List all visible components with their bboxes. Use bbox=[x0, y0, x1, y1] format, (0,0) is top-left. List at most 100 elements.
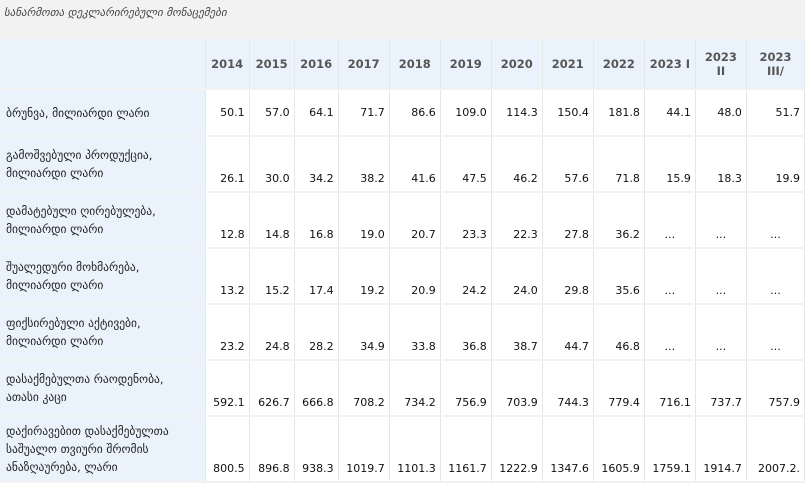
table-row: გამოშვებული პროდუქცია, მილიარდი ლარი 26.1… bbox=[0, 136, 805, 193]
column-header: 2020 bbox=[491, 39, 543, 90]
table-cell: 716.1 bbox=[644, 360, 696, 417]
table-cell: ... bbox=[746, 248, 805, 305]
table-cell: 18.3 bbox=[695, 136, 747, 193]
table-row: დასაქმებულთა რაოდენობა, ათასი კაცი 592.1 6… bbox=[0, 360, 805, 417]
table-row: ბრუნვა, მილიარდი ლარი 50.1 57.0 64.1 71.7 86.… bbox=[0, 89, 805, 137]
table-cell: 23.2 bbox=[205, 304, 250, 361]
table-cell: 28.2 bbox=[294, 304, 339, 361]
table-cell: 150.4 bbox=[542, 89, 594, 137]
table-cell: 14.8 bbox=[249, 192, 295, 249]
table-cell: 50.1 bbox=[205, 89, 250, 137]
column-header: 2023 II bbox=[695, 39, 747, 90]
table-row: ფიქსირებული აქტივები, მილიარდი ლარი 23.2 2… bbox=[0, 304, 805, 361]
table-cell: 938.3 bbox=[294, 416, 339, 483]
table-cell: 16.8 bbox=[294, 192, 339, 249]
table-cell: 57.6 bbox=[542, 136, 594, 193]
row-label: დამატებული ღირებულება, მილიარდი ლარი bbox=[0, 192, 206, 249]
table-body: ბრუნვა, მილიარდი ლარი 50.1 57.0 64.1 71.7 86.… bbox=[0, 89, 805, 483]
table-cell: 34.9 bbox=[338, 304, 390, 361]
column-header: 2023 III/ bbox=[746, 39, 805, 90]
table-cell: ... bbox=[695, 304, 747, 361]
table-cell: 1347.6 bbox=[542, 416, 594, 483]
table-cell: ... bbox=[695, 248, 747, 305]
table-caption: სანარმოთა დეკლარირებული მონაცემები bbox=[4, 6, 227, 19]
statistics-table: 2014 2015 2016 2017 2018 2019 2020 2021 2022 2023… bbox=[0, 39, 805, 483]
table-cell: 24.2 bbox=[440, 248, 492, 305]
table-cell: 1605.9 bbox=[593, 416, 645, 483]
table-cell: 30.0 bbox=[249, 136, 295, 193]
table-cell: 36.2 bbox=[593, 192, 645, 249]
table-cell: 19.2 bbox=[338, 248, 390, 305]
table-cell: 1759.1 bbox=[644, 416, 696, 483]
table-cell: 34.2 bbox=[294, 136, 339, 193]
table-cell: 38.7 bbox=[491, 304, 543, 361]
table-cell: 17.4 bbox=[294, 248, 339, 305]
header-corner-cell bbox=[0, 39, 206, 90]
table-cell: 703.9 bbox=[491, 360, 543, 417]
table-cell: 13.2 bbox=[205, 248, 250, 305]
row-label: ბრუნვა, მილიარდი ლარი bbox=[0, 89, 206, 137]
table-cell: 24.0 bbox=[491, 248, 543, 305]
table-cell: 86.6 bbox=[389, 89, 441, 137]
table-cell: 756.9 bbox=[440, 360, 492, 417]
column-header: 2016 bbox=[294, 39, 339, 90]
table-cell: 46.8 bbox=[593, 304, 645, 361]
table-cell: 737.7 bbox=[695, 360, 747, 417]
table-cell: 35.6 bbox=[593, 248, 645, 305]
table-cell: ... bbox=[746, 192, 805, 249]
table-cell: ... bbox=[644, 304, 696, 361]
table-cell: ... bbox=[746, 304, 805, 361]
column-header: 2015 bbox=[249, 39, 295, 90]
column-header: 2019 bbox=[440, 39, 492, 90]
table-cell: ... bbox=[644, 248, 696, 305]
table-cell: 24.8 bbox=[249, 304, 295, 361]
table-cell: 51.7 bbox=[746, 89, 805, 137]
table-cell: 23.3 bbox=[440, 192, 492, 249]
table-cell: 19.9 bbox=[746, 136, 805, 193]
table-cell: 44.1 bbox=[644, 89, 696, 137]
row-label: გამოშვებული პროდუქცია, მილიარდი ლარი bbox=[0, 136, 206, 193]
row-label: შუალედური მოხმარება, მილიარდი ლარი bbox=[0, 248, 206, 305]
table-cell: 15.9 bbox=[644, 136, 696, 193]
table-cell: 22.3 bbox=[491, 192, 543, 249]
column-header: 2018 bbox=[389, 39, 441, 90]
table-cell: 800.5 bbox=[205, 416, 250, 483]
table-row: დამატებული ღირებულება, მილიარდი ლარი 12.8… bbox=[0, 192, 805, 249]
header-row: 2014 2015 2016 2017 2018 2019 2020 2021 2022 2023… bbox=[0, 39, 805, 90]
table-cell: 896.8 bbox=[249, 416, 295, 483]
table-cell: 181.8 bbox=[593, 89, 645, 137]
table-cell: 109.0 bbox=[440, 89, 492, 137]
table-cell: 114.3 bbox=[491, 89, 543, 137]
table-cell: 20.9 bbox=[389, 248, 441, 305]
table-cell: 57.0 bbox=[249, 89, 295, 137]
row-label: დასაქმებულთა რაოდენობა, ათასი კაცი bbox=[0, 360, 206, 417]
table-cell: 48.0 bbox=[695, 89, 747, 137]
table-cell: 757.9 bbox=[746, 360, 805, 417]
table-cell: 1222.9 bbox=[491, 416, 543, 483]
table-row: დაქირავებით დასაქმებულთა საშუალო თვიური … bbox=[0, 416, 805, 483]
table-cell: 46.2 bbox=[491, 136, 543, 193]
table-cell: 779.4 bbox=[593, 360, 645, 417]
table-cell: 1101.3 bbox=[389, 416, 441, 483]
table-cell: 2007.2. bbox=[746, 416, 805, 483]
table-cell: ... bbox=[695, 192, 747, 249]
column-header: 2017 bbox=[338, 39, 390, 90]
table-cell: 1914.7 bbox=[695, 416, 747, 483]
table-cell: 47.5 bbox=[440, 136, 492, 193]
table-cell: 33.8 bbox=[389, 304, 441, 361]
row-label: დაქირავებით დასაქმებულთა საშუალო თვიური … bbox=[0, 416, 206, 483]
table-cell: 64.1 bbox=[294, 89, 339, 137]
column-header: 2023 I bbox=[644, 39, 696, 90]
table-cell: 1019.7 bbox=[338, 416, 390, 483]
table-cell: 36.8 bbox=[440, 304, 492, 361]
table-cell: 41.6 bbox=[389, 136, 441, 193]
table-cell: 38.2 bbox=[338, 136, 390, 193]
table-cell: 708.2 bbox=[338, 360, 390, 417]
table-cell: 26.1 bbox=[205, 136, 250, 193]
table-cell: 734.2 bbox=[389, 360, 441, 417]
table-cell: 12.8 bbox=[205, 192, 250, 249]
table-cell: 19.0 bbox=[338, 192, 390, 249]
table-cell: 29.8 bbox=[542, 248, 594, 305]
table-cell: 666.8 bbox=[294, 360, 339, 417]
row-label: ფიქსირებული აქტივები, მილიარდი ლარი bbox=[0, 304, 206, 361]
